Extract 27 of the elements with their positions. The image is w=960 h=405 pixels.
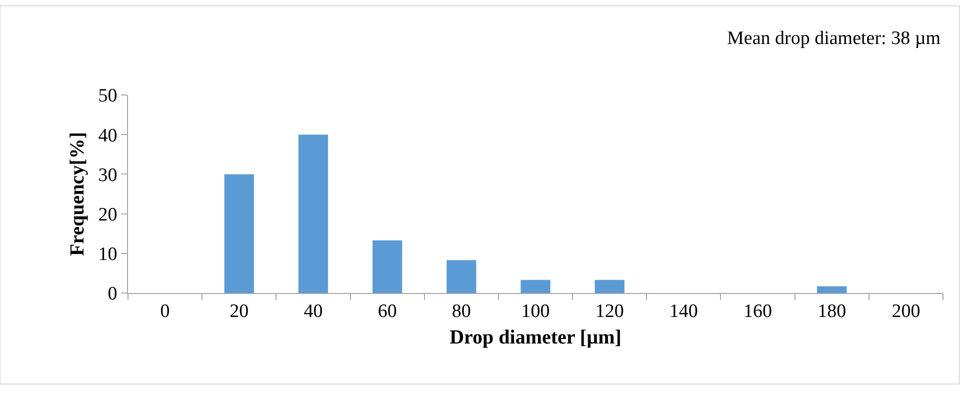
y-tick-label: 0 xyxy=(108,284,118,305)
x-tick-label: 80 xyxy=(452,300,471,322)
x-tick-label: 100 xyxy=(521,300,550,322)
y-tick-label: 10 xyxy=(98,244,118,266)
bar xyxy=(446,260,476,293)
x-axis-title: Drop diameter [µm] xyxy=(450,326,622,348)
y-tick-label: 20 xyxy=(98,204,118,226)
bar xyxy=(594,280,624,293)
x-tick-label: 40 xyxy=(304,300,323,322)
x-tick-label: 0 xyxy=(160,300,170,322)
text: Mean drop diameter: 38 µm xyxy=(727,28,941,49)
y-axis-title: Frequency[%] xyxy=(66,132,89,256)
x-tick-label: 20 xyxy=(230,300,249,322)
x-tick-label: 180 xyxy=(818,300,846,322)
bar xyxy=(817,286,847,293)
bar xyxy=(224,174,254,293)
y-tick-label: 30 xyxy=(98,164,118,186)
bar xyxy=(520,280,550,293)
x-tick-label: 120 xyxy=(595,300,624,322)
x-tick-label: 60 xyxy=(378,300,397,322)
y-tick-label: 40 xyxy=(98,125,118,146)
y-tick-label: 50 xyxy=(98,86,118,107)
x-tick-label: 160 xyxy=(744,300,772,322)
x-tick-label: 200 xyxy=(892,300,920,322)
x-tick-label: 140 xyxy=(669,300,698,322)
bar xyxy=(298,134,328,293)
bar xyxy=(372,240,402,293)
